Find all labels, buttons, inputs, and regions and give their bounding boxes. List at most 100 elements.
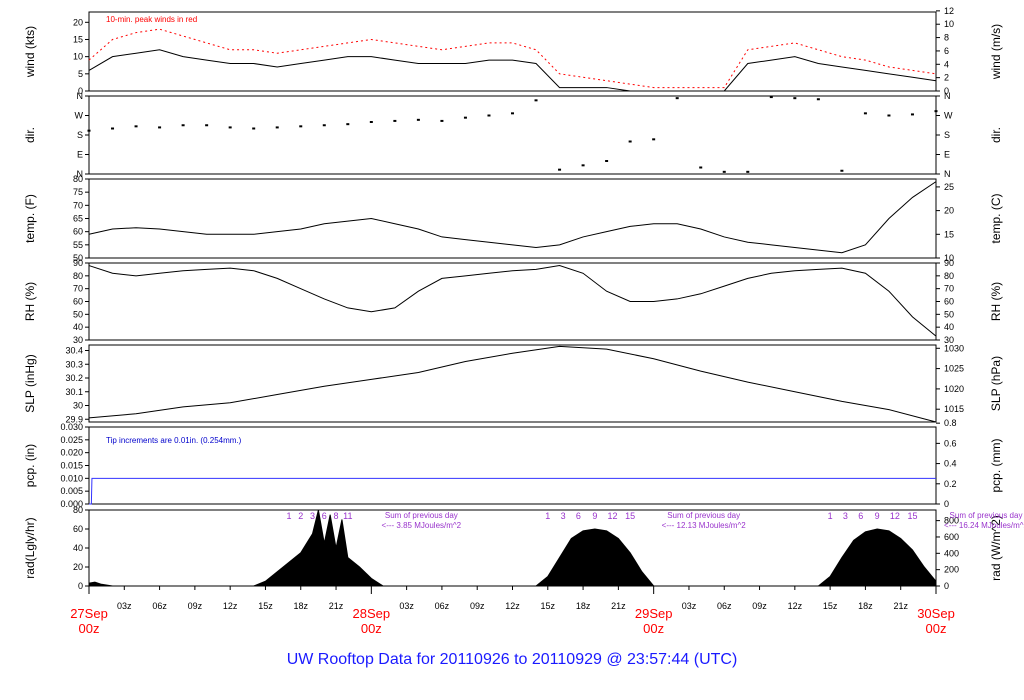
x-tick-label: 12z: [788, 601, 803, 611]
y-tick-label: 30.2: [65, 373, 83, 383]
y-tick-label: 80: [73, 505, 83, 515]
annotation: Tip increments are 0.01in. (0.254mm.): [106, 436, 242, 445]
y-tick-label-right: 20: [944, 206, 954, 216]
local-hour-label: 15: [625, 511, 635, 521]
y-tick-label-right: 12: [944, 6, 954, 16]
panel-slp: [85, 344, 940, 423]
y-tick-label-right: E: [944, 150, 950, 160]
y-tick-label: 30: [73, 401, 83, 411]
y-tick-label: 10: [73, 52, 83, 62]
x-tick-label: 03z: [399, 601, 414, 611]
x-day-label: 28Sep: [353, 606, 391, 621]
series-line: [88, 49, 937, 92]
x-tick-label: 03z: [682, 601, 697, 611]
y-tick-label: 0.015: [60, 461, 83, 471]
y-tick-label-right: 6: [944, 46, 949, 56]
y-tick-label-right: 200: [944, 565, 959, 575]
data-point: [228, 126, 232, 129]
x-day-hour: 00z: [79, 621, 100, 636]
y-tick-label-right: 40: [944, 322, 954, 332]
x-tick-label: 21z: [611, 601, 626, 611]
data-point: [158, 126, 162, 129]
rad-sum-note: Sum of previous day: [950, 511, 1023, 520]
data-point: [722, 170, 726, 173]
y-tick-label: N: [77, 169, 84, 179]
x-tick-label: 06z: [717, 601, 732, 611]
x-day-hour: 00z: [361, 621, 382, 636]
y-tick-label-right: 60: [944, 297, 954, 307]
y-tick-label: 50: [73, 253, 83, 263]
rad-sum-note: Sum of previous day: [667, 511, 740, 520]
y-tick-label: 0.030: [60, 422, 83, 432]
y-tick-label: W: [75, 111, 84, 121]
series-line: [88, 265, 937, 337]
y-tick-label: 75: [73, 187, 83, 197]
y-tick-label: E: [77, 150, 83, 160]
y-axis-label: wind (kts): [23, 26, 37, 78]
y-tick-label: 50: [73, 309, 83, 319]
data-point: [699, 166, 703, 169]
x-tick-label: 03z: [117, 601, 132, 611]
local-hour-label: 12: [890, 511, 900, 521]
data-point: [793, 97, 797, 100]
data-point: [746, 170, 750, 173]
local-hour-label: 8: [334, 511, 339, 521]
y-tick-label-right: 10: [944, 253, 954, 263]
y-tick-label-right: 0: [944, 86, 949, 96]
data-point: [393, 119, 397, 122]
y-tick-label-right: 25: [944, 182, 954, 192]
data-point: [463, 116, 467, 119]
y-tick-label: 0.000: [60, 499, 83, 509]
y-tick-label: 30: [73, 335, 83, 345]
y-tick-label: 0.005: [60, 486, 83, 496]
x-tick-label: 12z: [505, 601, 520, 611]
rad-sum-value: <--- 16.24 MJoules/m^2: [944, 521, 1024, 530]
panel-frame: [88, 262, 937, 341]
y-axis-label-right: temp. (C): [989, 193, 1003, 243]
y-tick-label: 65: [73, 214, 83, 224]
data-point: [87, 129, 91, 132]
x-tick-label: 09z: [752, 601, 767, 611]
x-tick-label: 12z: [223, 601, 238, 611]
data-point: [416, 118, 420, 121]
y-tick-label-right: 400: [944, 548, 959, 558]
annotation: 10-min. peak winds in red: [106, 15, 197, 24]
data-point: [934, 110, 938, 113]
data-point: [487, 114, 491, 117]
series-line: [88, 181, 937, 254]
x-day-hour: 00z: [926, 621, 947, 636]
panel-frame: [88, 178, 937, 259]
y-axis-label-right: SLP (hPa): [989, 356, 1003, 411]
y-tick-label-right: 800: [944, 516, 959, 526]
x-tick-label: 18z: [858, 601, 873, 611]
y-tick-label-right: 4: [944, 59, 949, 69]
x-tick-label: 09z: [470, 601, 485, 611]
y-tick-label-right: W: [944, 111, 953, 121]
y-tick-label-right: S: [944, 130, 950, 140]
y-tick-label: 30.4: [65, 346, 83, 356]
y-tick-label: 70: [73, 200, 83, 210]
y-tick-label-right: 1025: [944, 364, 964, 374]
y-tick-label-right: 0.8: [944, 418, 957, 428]
y-axis-label: pcp. (in): [23, 444, 37, 487]
y-tick-label-right: 10: [944, 19, 954, 29]
x-tick-label: 21z: [893, 601, 908, 611]
panel-rh: [85, 262, 940, 341]
y-tick-label: 80: [73, 174, 83, 184]
y-tick-label-right: 0.6: [944, 438, 957, 448]
local-hour-label: 3: [843, 511, 848, 521]
y-axis-label-right: pcp. (mm): [989, 438, 1003, 492]
data-point: [581, 164, 585, 167]
data-point: [558, 168, 562, 171]
data-point: [134, 125, 138, 128]
local-hour-label: 3: [561, 511, 566, 521]
y-tick-label: 30.1: [65, 387, 83, 397]
y-tick-label-right: 1015: [944, 404, 964, 414]
data-point: [322, 124, 326, 127]
local-hour-label: 1: [828, 511, 833, 521]
x-tick-label: 15z: [258, 601, 273, 611]
x-tick-label: 06z: [152, 601, 167, 611]
y-tick-label: 29.9: [65, 414, 83, 424]
y-tick-label-right: 15: [944, 229, 954, 239]
x-day-label: 30Sep: [917, 606, 955, 621]
